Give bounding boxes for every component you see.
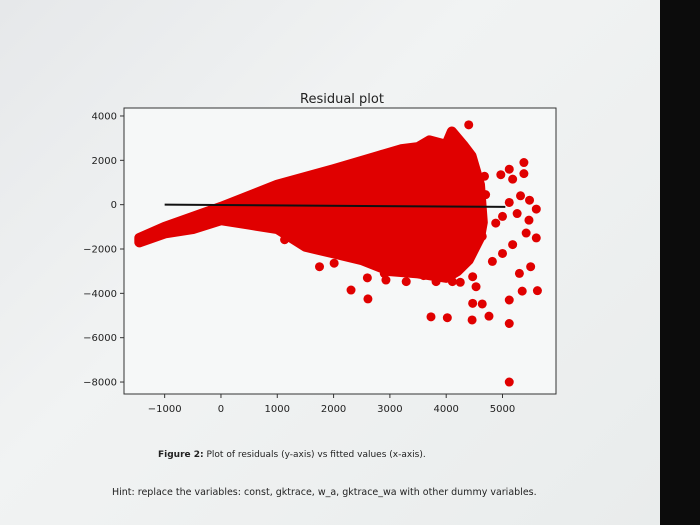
data-point <box>508 240 518 250</box>
y-tick-label: 2000 <box>92 156 117 167</box>
data-point <box>471 282 481 292</box>
data-point <box>468 298 478 308</box>
data-point <box>477 299 487 309</box>
data-point <box>525 195 535 205</box>
chart-title: Residual plot <box>300 92 384 107</box>
data-point <box>467 315 477 325</box>
data-point <box>531 233 541 243</box>
data-point <box>498 211 508 221</box>
data-point <box>508 174 518 184</box>
data-point <box>504 164 514 174</box>
data-point <box>419 271 429 281</box>
data-point <box>464 120 474 130</box>
data-point <box>468 272 478 282</box>
data-point <box>363 294 373 304</box>
data-point <box>329 258 339 268</box>
data-point <box>504 295 514 305</box>
data-point <box>504 377 514 387</box>
data-point <box>531 204 541 214</box>
data-point <box>481 190 491 200</box>
y-tick-label: −6000 <box>83 333 117 344</box>
monitor-bezel <box>660 0 700 525</box>
data-point <box>504 318 514 328</box>
y-tick-label: 4000 <box>92 111 117 122</box>
data-point <box>280 235 290 245</box>
data-point <box>477 231 487 241</box>
data-point <box>491 218 501 228</box>
data-point <box>442 313 452 323</box>
data-point <box>512 209 522 219</box>
data-point <box>362 273 372 283</box>
y-tick-label: −4000 <box>83 289 117 300</box>
data-point <box>496 170 506 180</box>
x-tick-label: 3000 <box>377 404 402 415</box>
data-point <box>447 277 457 287</box>
data-point <box>379 268 389 278</box>
data-point <box>504 197 514 207</box>
x-tick-label: 2000 <box>321 404 346 415</box>
data-point <box>487 256 497 266</box>
hint-text: Hint: replace the variables: const, gktr… <box>112 487 537 498</box>
x-tick-label: 1000 <box>265 404 290 415</box>
data-point <box>346 285 356 295</box>
y-tick-label: 0 <box>111 200 117 211</box>
x-tick-label: 5000 <box>490 404 515 415</box>
data-point <box>484 311 494 321</box>
data-point <box>521 228 531 238</box>
caption-label: Figure 2: <box>158 450 204 460</box>
caption-text: Plot of residuals (y-axis) vs fitted val… <box>206 450 426 460</box>
residual-plot: Residual plot −1000 0 1000 2000 3000 4000 5000… <box>83 92 557 415</box>
data-point <box>516 191 526 201</box>
data-point <box>431 277 441 287</box>
data-point <box>514 268 524 278</box>
x-tick-label: 4000 <box>433 404 458 415</box>
data-point <box>401 277 411 287</box>
figure-caption: Figure 2: Plot of residuals (y-axis) vs … <box>158 450 426 460</box>
data-point <box>524 215 534 225</box>
data-point <box>532 286 542 296</box>
data-point <box>517 286 527 296</box>
x-tick-label: 0 <box>218 404 224 415</box>
data-point <box>526 262 536 272</box>
x-tick-label: −1000 <box>148 404 182 415</box>
data-point <box>426 312 436 322</box>
data-point <box>519 158 529 168</box>
y-tick-label: −8000 <box>83 378 117 389</box>
zero-line <box>164 203 506 208</box>
data-point <box>519 169 529 179</box>
data-point <box>498 248 508 258</box>
y-tick-label: −2000 <box>83 245 117 256</box>
data-point <box>315 262 325 272</box>
data-point <box>455 277 465 287</box>
data-point <box>479 171 489 181</box>
